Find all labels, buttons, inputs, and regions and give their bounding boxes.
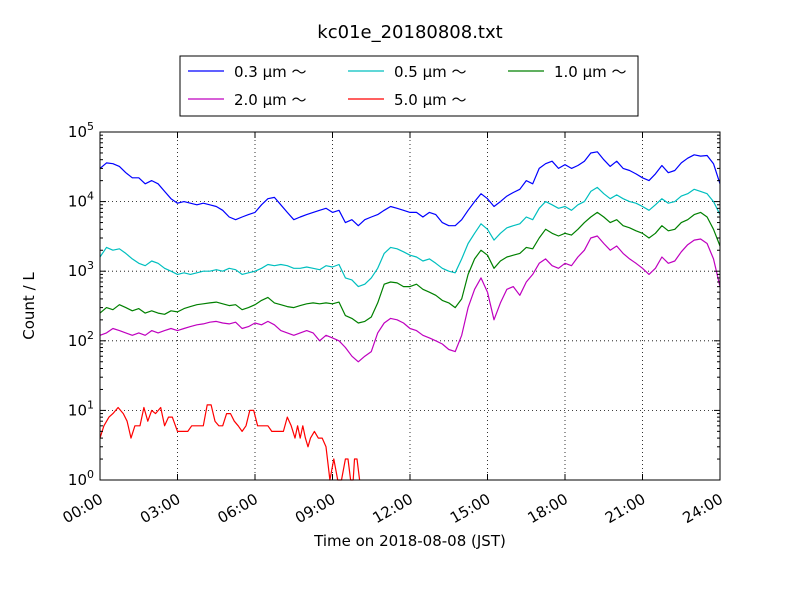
- x-tick-label: 15:00: [447, 490, 493, 527]
- series-lines: [99, 151, 721, 481]
- legend-label: 0.3 μm ～: [234, 63, 307, 81]
- legend-label: 5.0 μm ～: [394, 91, 467, 109]
- grid-lines: [100, 132, 720, 480]
- y-tick-label: 103: [68, 259, 94, 280]
- series-line-2: [99, 211, 721, 324]
- y-tick-labels: 100 101 102 103 104 105: [68, 120, 94, 489]
- x-tick-label: 24:00: [680, 490, 726, 527]
- series-line-0: [99, 151, 721, 227]
- legend-frame: [179, 55, 639, 117]
- x-axis-label: Time on 2018-08-08 (JST): [313, 532, 506, 550]
- legend: 0.3 μm ～ 0.5 μm ～ 1.0 μm ～ 2.0 μm ～ 5.0 μm ～: [179, 55, 639, 117]
- x-tick-label: 12:00: [370, 490, 416, 527]
- y-tick-label: 101: [68, 398, 94, 419]
- series-line-3: [99, 235, 721, 363]
- y-axis-label: Count / L: [20, 272, 38, 340]
- x-tick-label: 06:00: [215, 490, 261, 527]
- axis-ticks: [99, 131, 721, 481]
- x-tick-label: 09:00: [292, 490, 338, 527]
- y-tick-label: 102: [68, 329, 94, 350]
- series-line-4: [99, 404, 361, 481]
- y-tick-label: 104: [68, 190, 94, 211]
- chart-title: kc01e_20180808.txt: [317, 22, 502, 43]
- legend-label: 0.5 μm ～: [394, 63, 467, 81]
- plot-area: [100, 132, 720, 480]
- legend-label: 2.0 μm ～: [234, 91, 307, 109]
- y-tick-label: 105: [68, 120, 94, 141]
- series-line-1: [99, 186, 721, 288]
- x-tick-label: 21:00: [602, 490, 648, 527]
- x-tick-label: 00:00: [60, 490, 106, 527]
- x-tick-label: 18:00: [525, 490, 571, 527]
- x-tick-label: 03:00: [137, 490, 183, 527]
- legend-label: 1.0 μm ～: [554, 63, 627, 81]
- y-tick-label: 100: [68, 468, 94, 489]
- x-tick-labels: 00:00 03:00 06:00 09:00 12:00 15:00 18:00 21:00…: [60, 490, 726, 527]
